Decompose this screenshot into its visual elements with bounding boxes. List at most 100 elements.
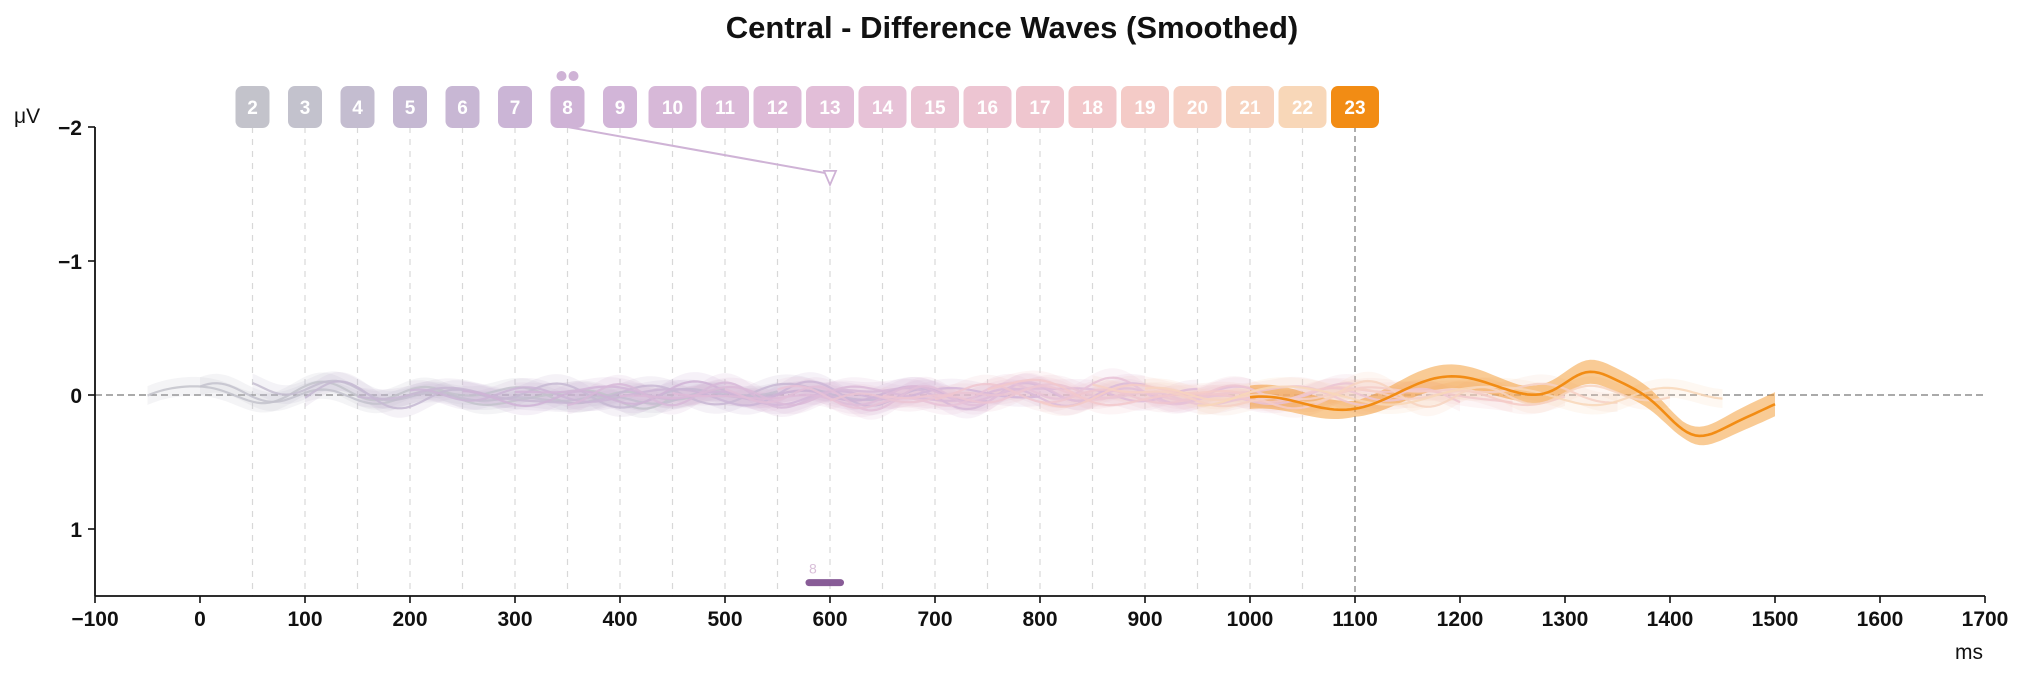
series-badge-12[interactable]: 12 bbox=[753, 86, 802, 128]
peak-arrow-head-8 bbox=[822, 170, 838, 188]
series-badge-bg bbox=[340, 86, 375, 128]
x-tick-label: 600 bbox=[812, 608, 847, 631]
series-badge-bg bbox=[858, 86, 907, 128]
series-badge-label: 19 bbox=[1134, 98, 1155, 119]
series-badge-label: 13 bbox=[819, 98, 840, 119]
x-tick-label: 1300 bbox=[1542, 608, 1589, 631]
series-badge-bg bbox=[1278, 86, 1327, 128]
series-badge-label: 3 bbox=[300, 98, 311, 119]
series-badge-bg bbox=[701, 86, 749, 128]
y-tick-label: −1 bbox=[58, 251, 82, 274]
series-badge-label: 2 bbox=[247, 98, 258, 119]
series-badge-23[interactable]: 23 bbox=[1331, 86, 1379, 128]
series-line-20 bbox=[1092, 382, 1618, 408]
series-badge-label: 20 bbox=[1187, 98, 1208, 119]
badge-flag-dot bbox=[556, 71, 567, 81]
series-badge-10[interactable]: 10 bbox=[648, 86, 697, 128]
x-tick-label: 800 bbox=[1022, 608, 1057, 631]
series-badge-label: 18 bbox=[1082, 98, 1103, 119]
ci-band-5 bbox=[305, 372, 830, 418]
series-badge-label: 21 bbox=[1239, 98, 1261, 119]
series-badge-bg bbox=[1016, 86, 1064, 128]
series-badge-11[interactable]: 11 bbox=[701, 86, 749, 128]
x-tick-label: 1500 bbox=[1752, 608, 1799, 631]
series-badge-8[interactable]: 8 bbox=[550, 71, 585, 128]
x-tick-label: 0 bbox=[194, 608, 206, 631]
annotations: 8 bbox=[567, 126, 844, 587]
series-badge-2[interactable]: 2 bbox=[235, 86, 270, 128]
series-badge-13[interactable]: 13 bbox=[806, 86, 854, 128]
series-badge-label: 12 bbox=[767, 98, 788, 119]
x-tick-label: 1700 bbox=[1962, 608, 2009, 631]
peak-arrow-line-8 bbox=[567, 126, 831, 175]
x-tick-label: 300 bbox=[497, 608, 532, 631]
series-badge-bg bbox=[911, 86, 959, 128]
series-badge-label: 14 bbox=[872, 98, 894, 119]
series-badge-3[interactable]: 3 bbox=[288, 86, 322, 128]
series-selector-badges[interactable]: 2 3 4 5 6 7 8 9 10 11 12 13 14 15 16 17 18 19 20 21 22 23 bbox=[235, 71, 1380, 128]
x-tick-label: 900 bbox=[1127, 608, 1162, 631]
x-tick-label: 1100 bbox=[1332, 608, 1378, 631]
series-badge-19[interactable]: 19 bbox=[1121, 86, 1169, 128]
series-badge-bg bbox=[963, 86, 1012, 128]
tick-labels: −100 0 100 200 300 400 500 600 700 800 900 1000 1100… bbox=[58, 117, 2008, 631]
x-tick-label: 1000 bbox=[1227, 608, 1274, 631]
series-badge-label: 5 bbox=[405, 98, 416, 119]
series-line-14 bbox=[777, 376, 1303, 409]
badge-flag-dot bbox=[568, 71, 579, 81]
y-tick-label: 0 bbox=[70, 385, 82, 408]
x-tick-label: 200 bbox=[392, 608, 427, 631]
series-badge-21[interactable]: 21 bbox=[1226, 86, 1274, 128]
series-badge-bg bbox=[648, 86, 697, 128]
series-badge-bg bbox=[1173, 86, 1222, 128]
series-badge-bg bbox=[1068, 86, 1117, 128]
ci-band-15 bbox=[830, 374, 1355, 415]
series-badge-label: 6 bbox=[457, 98, 468, 119]
series-badge-7[interactable]: 7 bbox=[498, 86, 532, 128]
series-badge-15[interactable]: 15 bbox=[911, 86, 959, 128]
series-badge-bg bbox=[806, 86, 854, 128]
series-badge-bg bbox=[288, 86, 322, 128]
ci-band-19 bbox=[1040, 375, 1565, 418]
series-line-9 bbox=[514, 385, 1041, 406]
series-badge-label: 10 bbox=[662, 98, 683, 119]
series-badge-20[interactable]: 20 bbox=[1173, 86, 1222, 128]
x-tick-label: 1600 bbox=[1857, 608, 1904, 631]
x-tick-label: 1400 bbox=[1647, 608, 1694, 631]
series-marker-lines bbox=[251, 106, 1356, 596]
series-badge-label: 17 bbox=[1029, 98, 1050, 119]
x-tick-label: 400 bbox=[602, 608, 637, 631]
y-axis-unit-label: μV bbox=[14, 105, 40, 128]
series-badge-label: 4 bbox=[352, 98, 363, 119]
series-badge-label: 8 bbox=[562, 98, 573, 119]
series-badge-14[interactable]: 14 bbox=[858, 86, 907, 128]
series-badge-18[interactable]: 18 bbox=[1068, 86, 1117, 128]
series-badge-bg bbox=[1121, 86, 1169, 128]
series-badge-22[interactable]: 22 bbox=[1278, 86, 1327, 128]
series-badge-bg bbox=[393, 86, 427, 128]
x-tick-label: 500 bbox=[707, 608, 742, 631]
series-badge-bg bbox=[753, 86, 802, 128]
x-tick-label: 100 bbox=[287, 608, 322, 631]
ci-band-23 bbox=[1250, 359, 1775, 446]
series-badge-label: 16 bbox=[977, 98, 998, 119]
series-badge-4[interactable]: 4 bbox=[340, 86, 375, 128]
series-badge-label: 23 bbox=[1344, 98, 1365, 119]
series-badge-bg bbox=[550, 86, 585, 128]
series-badge-5[interactable]: 5 bbox=[393, 86, 427, 128]
y-tick-label: 1 bbox=[70, 519, 82, 542]
series-badge-6[interactable]: 6 bbox=[445, 86, 480, 128]
series-badge-9[interactable]: 9 bbox=[603, 86, 637, 128]
y-tick-label: −2 bbox=[58, 117, 82, 140]
series-badge-label: 22 bbox=[1292, 98, 1313, 119]
series-badge-label: 9 bbox=[615, 98, 626, 119]
axes bbox=[88, 126, 1986, 603]
chart-title: Central - Difference Waves (Smoothed) bbox=[726, 10, 1298, 45]
x-tick-label: −100 bbox=[71, 608, 118, 631]
series-badge-label: 7 bbox=[510, 98, 521, 119]
series-badge-16[interactable]: 16 bbox=[963, 86, 1012, 128]
x-tick-label: 1200 bbox=[1437, 608, 1484, 631]
series-badge-17[interactable]: 17 bbox=[1016, 86, 1064, 128]
x-axis-unit-label: ms bbox=[1955, 641, 1983, 664]
